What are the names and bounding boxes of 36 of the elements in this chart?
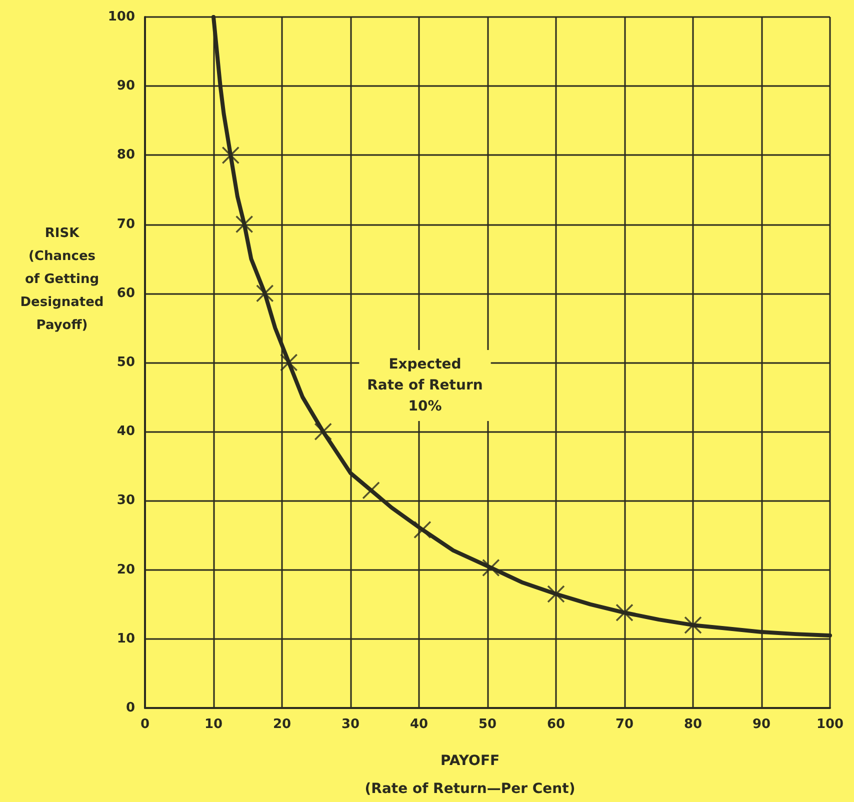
x-tick-label: 60 — [546, 717, 566, 732]
x-tick-label: 50 — [478, 717, 497, 732]
point — [256, 284, 274, 302]
y-tick-label: 20 — [116, 562, 135, 578]
y-tick-label: 70 — [116, 216, 135, 232]
x-tick-label: 90 — [752, 717, 771, 732]
y-axis-title: RISK (Chances of Getting Designated Payoff) — [20, 226, 104, 333]
point — [482, 558, 500, 577]
x-tick-label: 0 — [140, 717, 150, 732]
point — [547, 585, 565, 603]
y-tick-label: 30 — [116, 493, 135, 508]
x-axis-title: PAYOFF (Rate of Return—Per Cent) — [364, 753, 576, 797]
y-tick-label: 40 — [116, 424, 135, 440]
y-tick-label: 100 — [108, 10, 135, 24]
point — [414, 520, 432, 539]
point — [362, 481, 380, 500]
y-tick-label: 50 — [116, 355, 135, 370]
point — [684, 616, 702, 634]
x-tick-label: 40 — [410, 717, 428, 732]
x-tick-label: 100 — [816, 717, 844, 732]
x-tick-label: 30 — [341, 717, 360, 732]
x-tick-label: 70 — [615, 717, 634, 732]
point — [222, 146, 240, 164]
y-tick-label: 10 — [116, 631, 135, 646]
x-tick-label: 20 — [272, 717, 292, 732]
y-tick-label: 80 — [116, 148, 135, 163]
annotation: Expected Rate of Return 10% — [367, 356, 483, 414]
y-tick-label: 90 — [116, 78, 135, 94]
y-tick-label: 60 — [116, 286, 135, 301]
y-tick-label: 0 — [126, 700, 135, 716]
x-tick-label: 80 — [684, 717, 702, 732]
point — [235, 215, 254, 234]
point — [314, 422, 332, 440]
x-tick-label: 10 — [204, 717, 223, 732]
point — [280, 354, 298, 372]
point — [616, 604, 634, 622]
